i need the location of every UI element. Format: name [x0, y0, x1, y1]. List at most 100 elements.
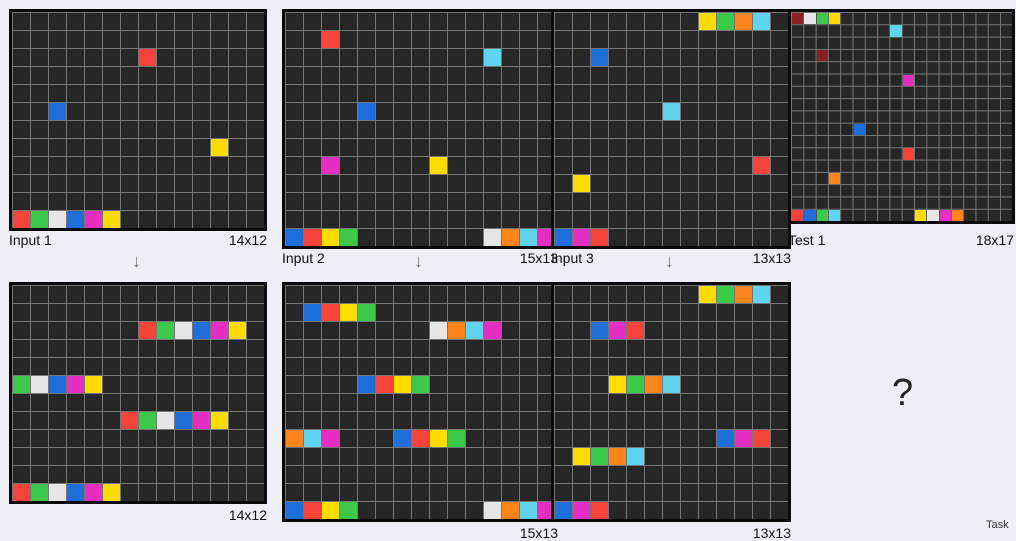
grid-cell: [816, 49, 828, 62]
input-size-label: 14x12: [228, 232, 267, 248]
grid-cell: [502, 502, 519, 519]
grid-cell: [591, 448, 608, 465]
grid-cell: [663, 376, 680, 393]
grid-cell: [175, 322, 192, 339]
grid-cell: [139, 322, 156, 339]
grid-cell: [13, 211, 30, 228]
grid-cell: [358, 376, 375, 393]
grid-cell: [717, 430, 734, 447]
grid-cell: [304, 502, 321, 519]
grid-cell: [103, 484, 120, 501]
grid-cell: [466, 322, 483, 339]
grid-cell: [591, 49, 608, 66]
input-label: Input 1: [9, 232, 52, 248]
grid-cell: [828, 172, 841, 185]
grid-cell: [358, 103, 375, 120]
grid-cell: [67, 211, 84, 228]
down-arrow-icon: ↓: [665, 251, 674, 271]
grid-cell: [193, 322, 210, 339]
grid-cell: [804, 209, 816, 221]
grid-cell: [394, 430, 411, 447]
grid-cell: [67, 484, 84, 501]
grid-cell: [609, 322, 626, 339]
grid-cell: [322, 31, 339, 48]
grid-cell: [49, 376, 66, 393]
grid-cell: [322, 304, 339, 321]
grid-cell: [555, 229, 572, 246]
grid-cell: [939, 209, 951, 221]
grid-cell: [322, 430, 339, 447]
grid-cell: [502, 229, 519, 246]
grid-cell: [735, 13, 752, 30]
grid-cell: [735, 430, 752, 447]
input-size-label: 15x13: [519, 250, 558, 266]
output-grid-1: [9, 282, 267, 504]
input-label: Input 3: [551, 250, 594, 266]
grid-cell: [157, 322, 174, 339]
grid-cell: [211, 139, 228, 156]
down-arrow-icon: ↓: [132, 251, 141, 271]
test-size-label: 18x17: [975, 232, 1014, 248]
grid-cell: [31, 484, 48, 501]
grid-cell: [484, 322, 501, 339]
grid-cell: [717, 13, 734, 30]
grid-cell: [229, 322, 246, 339]
input-grid-1: [9, 9, 267, 231]
input-size-label: 13x13: [752, 250, 791, 266]
grid-cell: [49, 103, 66, 120]
grid-cell: [85, 211, 102, 228]
output-size-label: 14x12: [228, 507, 267, 523]
grid-cell: [103, 211, 120, 228]
grid-cell: [340, 502, 357, 519]
grid-cell: [358, 304, 375, 321]
grid-cell: [304, 304, 321, 321]
grid-cell: [484, 502, 501, 519]
grid-cell: [902, 148, 914, 160]
output-grid-2: [282, 282, 558, 522]
grid-cell: [340, 304, 357, 321]
task-label: Task: [986, 519, 1009, 531]
grid-cell: [322, 229, 339, 246]
input-grid-3: [551, 9, 791, 249]
grid-cell: [627, 322, 644, 339]
grid-cell: [573, 448, 590, 465]
output-grid-3: [551, 282, 791, 522]
grid-cell: [31, 211, 48, 228]
grid-cell: [591, 229, 608, 246]
grid-cell: [699, 286, 716, 303]
grid-cell: [609, 448, 626, 465]
grid-cell: [340, 229, 357, 246]
grid-cell: [915, 209, 927, 221]
grid-cell: [304, 229, 321, 246]
grid-cell: [193, 412, 210, 429]
grid-cell: [591, 502, 608, 519]
grid-cell: [286, 430, 303, 447]
grid-cell: [753, 157, 770, 174]
grid-cell: [792, 209, 804, 221]
grid-cell: [85, 484, 102, 501]
grid-cell: [753, 430, 770, 447]
grid-cell: [67, 376, 84, 393]
test-input-grid: [788, 9, 1015, 224]
grid-cell: [376, 376, 393, 393]
grid-cell: [816, 13, 828, 25]
grid-cell: [753, 13, 770, 30]
grid-cell: [902, 74, 914, 86]
down-arrow-icon: ↓: [414, 251, 423, 271]
grid-cell: [85, 376, 102, 393]
grid-cell: [627, 376, 644, 393]
grid-cell: [951, 209, 964, 221]
grid-cell: [13, 376, 30, 393]
grid-cell: [430, 157, 447, 174]
grid-cell: [816, 209, 828, 221]
grid-cell: [139, 49, 156, 66]
grid-cell: [555, 502, 572, 519]
grid-cell: [591, 322, 608, 339]
grid-cell: [699, 13, 716, 30]
grid-cell: [121, 412, 138, 429]
grid-cell: [157, 412, 174, 429]
grid-cell: [853, 123, 865, 135]
grid-cell: [448, 430, 465, 447]
output-size-label: 15x13: [519, 525, 558, 541]
grid-cell: [627, 448, 644, 465]
